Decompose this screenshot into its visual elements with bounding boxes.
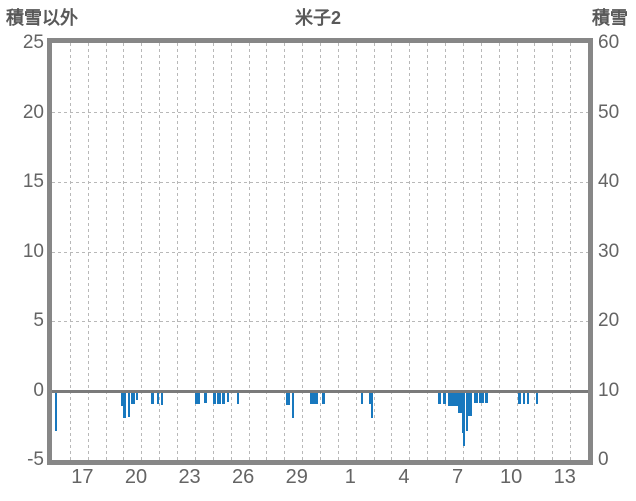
precipitation-bar xyxy=(476,390,479,403)
x-axis-tick-label: 10 xyxy=(500,466,523,488)
precipitation-bar xyxy=(463,390,466,447)
y-axis-tick-label-left: 20 xyxy=(22,101,44,123)
precipitation-bar xyxy=(527,390,530,405)
precipitation-bar xyxy=(369,390,372,405)
y-axis-tick-label-left: 25 xyxy=(22,32,44,53)
x-axis-tick-label: 1 xyxy=(344,466,356,488)
y-axis-tick-label-left: -5 xyxy=(27,449,44,470)
plot-area xyxy=(52,43,588,460)
left-axis-title: 積雪以外 xyxy=(6,8,78,28)
precipitation-bar xyxy=(204,390,207,403)
precipitation-bar xyxy=(227,390,230,402)
precipitation-bar xyxy=(458,390,463,413)
x-axis-tick-label: 20 xyxy=(124,466,148,488)
precipitation-bar xyxy=(442,390,446,405)
y-axis-tick-label-right: 40 xyxy=(598,171,620,192)
x-axis-tick-label: 4 xyxy=(398,466,410,488)
precipitation-bar xyxy=(236,390,240,405)
horizontal-gridline xyxy=(52,251,588,253)
y-axis-tick-label-right: 50 xyxy=(598,101,620,123)
y-axis-tick-label-right: 10 xyxy=(598,379,620,401)
right-axis-title: 積雪 xyxy=(592,8,628,28)
precipitation-bar xyxy=(535,390,538,405)
x-axis-tick-label: 17 xyxy=(71,466,94,488)
y-axis-tick-label-left: 15 xyxy=(22,171,44,192)
precipitation-bar xyxy=(522,390,525,405)
precipitation-bar xyxy=(285,390,290,406)
horizontal-gridline xyxy=(52,181,588,183)
chart-title: 米子2 xyxy=(294,8,341,28)
horizontal-gridline xyxy=(52,112,588,114)
precipitation-bar xyxy=(360,390,364,405)
precipitation-bar xyxy=(160,390,163,406)
precipitation-bar xyxy=(156,390,159,404)
precipitation-bar xyxy=(447,390,458,406)
precipitation-bar xyxy=(120,390,124,406)
precipitation-bar xyxy=(292,390,295,419)
precipitation-bar xyxy=(194,390,200,405)
precipitation-bar xyxy=(474,390,476,403)
precipitation-bar xyxy=(131,390,136,404)
precipitation-bar xyxy=(371,390,374,419)
x-axis-tick-label: 7 xyxy=(452,466,464,488)
horizontal-gridline xyxy=(52,320,588,322)
y-axis-tick-label-left: 5 xyxy=(33,310,44,331)
precipitation-bar xyxy=(484,390,489,403)
precipitation-bar xyxy=(55,390,58,431)
precipitation-bar xyxy=(128,390,131,417)
precipitation-bar xyxy=(150,390,154,404)
y-axis-tick-label-right: 20 xyxy=(598,310,620,331)
y-axis-tick-label-right: 60 xyxy=(598,32,620,53)
y-axis-tick-label-left: 10 xyxy=(22,240,44,262)
y-axis-tick-label-right: 30 xyxy=(598,240,620,262)
x-axis-tick-label: 26 xyxy=(232,466,255,488)
x-axis-tick-label: 13 xyxy=(553,466,576,488)
precipitation-bar xyxy=(465,390,469,431)
y-axis-tick-label-left: 0 xyxy=(33,379,44,401)
precipitation-bar xyxy=(468,390,473,417)
precipitation-bar xyxy=(481,390,484,403)
precipitation-bar xyxy=(479,390,481,403)
precipitation-bar xyxy=(309,390,319,405)
x-axis-tick-label: 29 xyxy=(285,466,308,488)
precipitation-bar xyxy=(213,390,216,405)
x-axis-tick-label: 23 xyxy=(178,466,201,488)
precipitation-bar xyxy=(136,390,139,401)
y-axis-tick-label-right: 0 xyxy=(598,449,609,470)
precipitation-bar xyxy=(222,390,225,405)
precipitation-bar xyxy=(437,390,441,405)
precipitation-bar xyxy=(322,390,326,404)
zero-line xyxy=(52,389,588,393)
precipitation-bar xyxy=(518,390,521,405)
precipitation-bar xyxy=(122,390,126,419)
precipitation-bar xyxy=(217,390,222,405)
